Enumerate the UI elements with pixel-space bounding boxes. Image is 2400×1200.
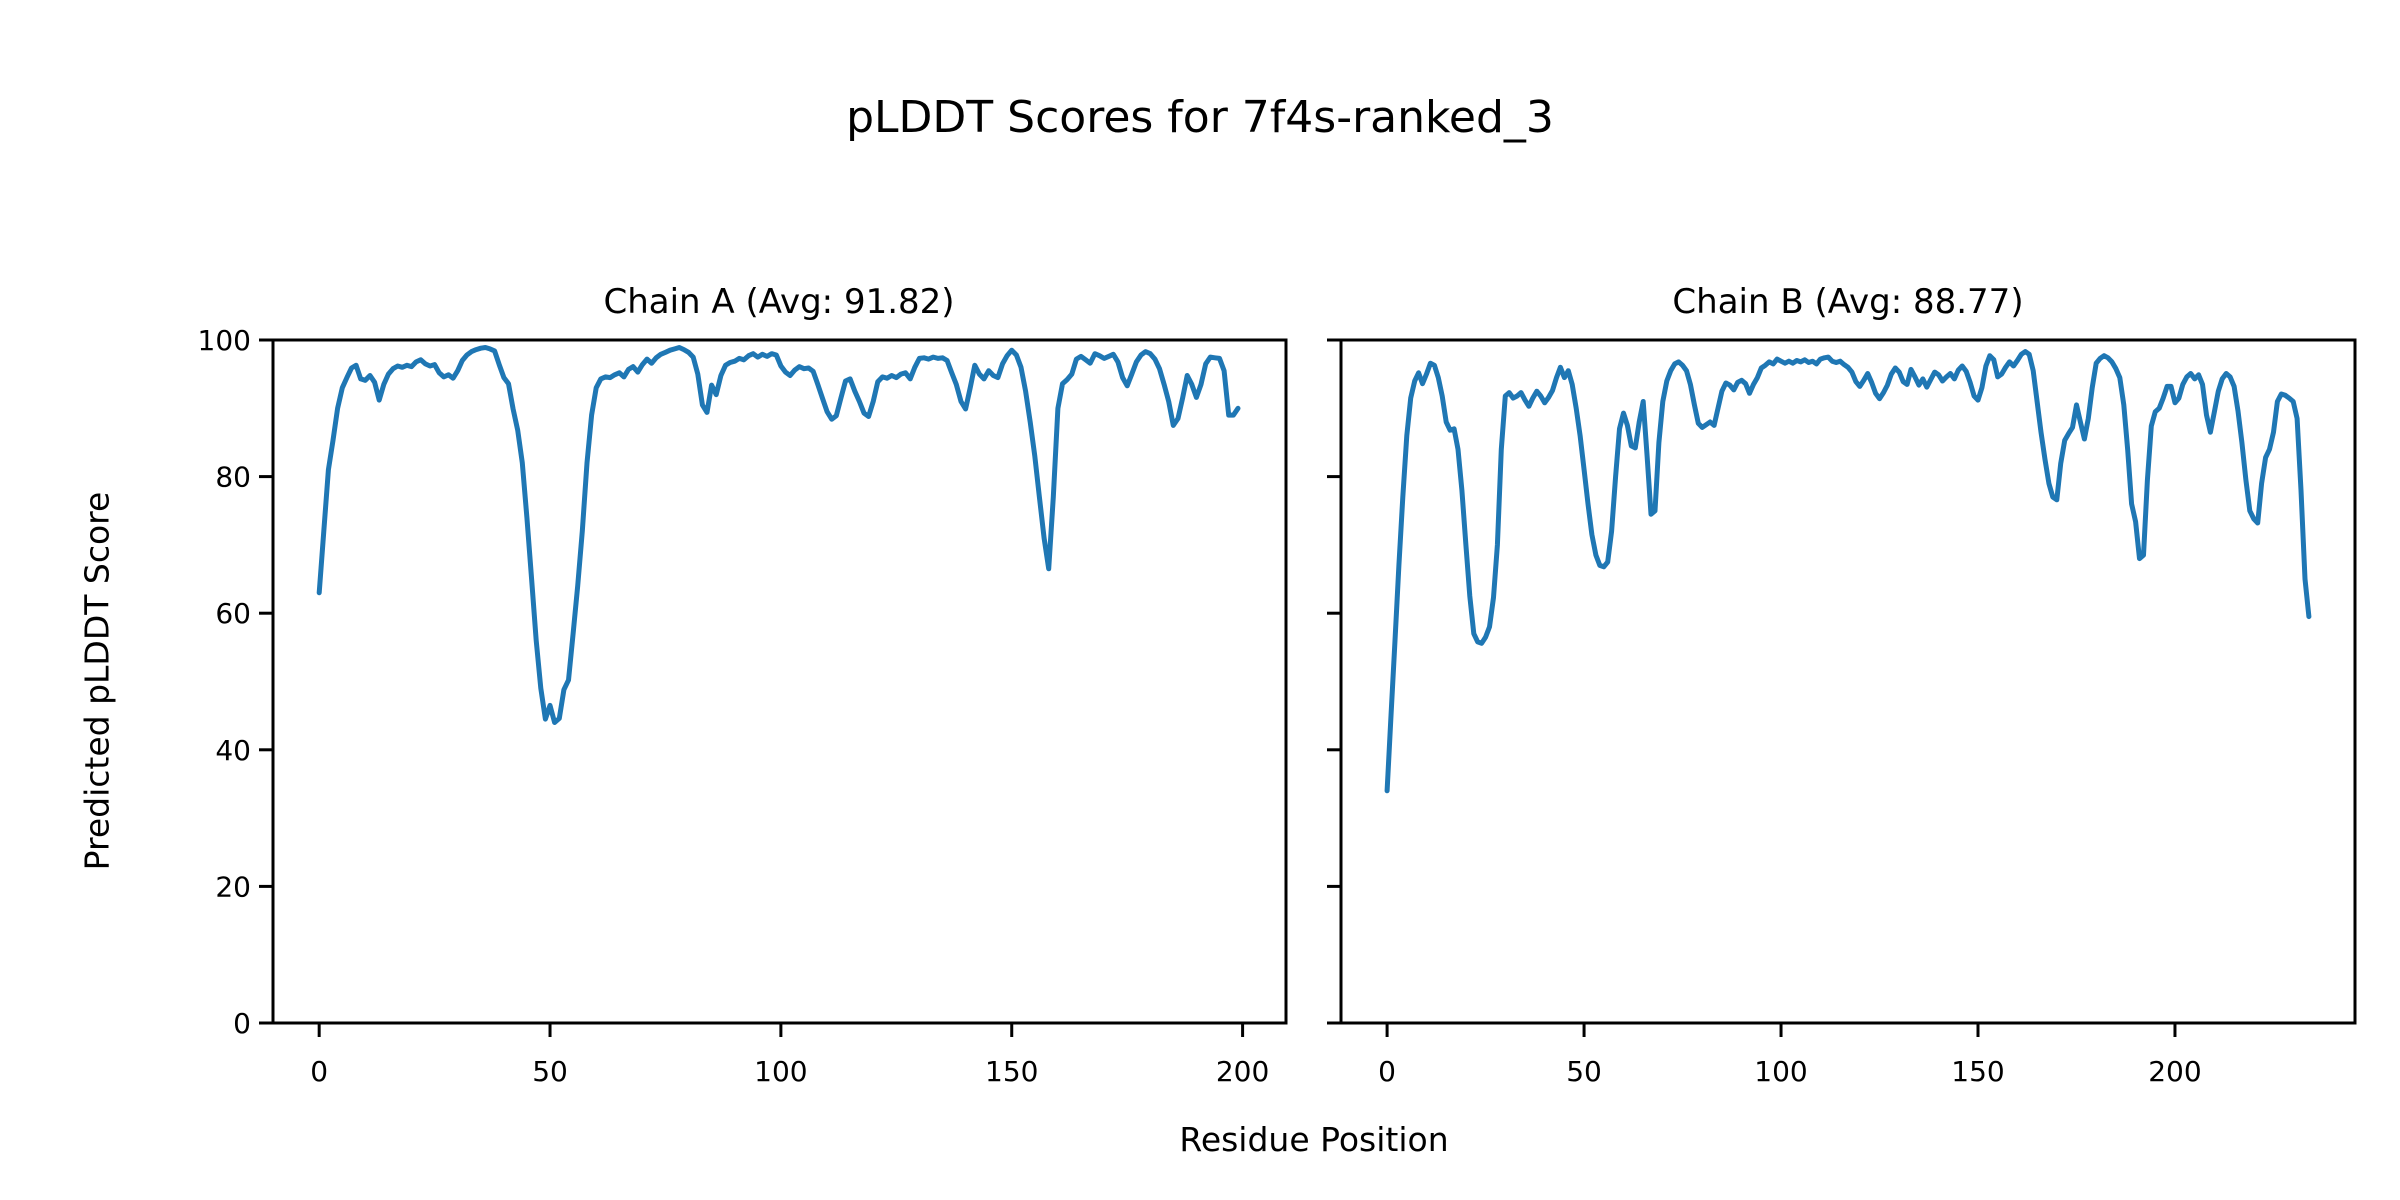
x-tick-label: 0	[310, 1055, 328, 1088]
subplot-chain-a: 0 50 100 150 200 0 20 40 60 80 100	[198, 324, 1288, 1088]
figure-title: pLDDT Scores for 7f4s-ranked_3	[846, 92, 1554, 143]
axes-spines	[1339, 338, 2357, 1025]
plddt-line-chain-a	[316, 345, 1241, 725]
x-tick-label: 100	[1754, 1055, 1807, 1088]
y-tick-label: 60	[215, 597, 251, 630]
y-tick-label: 100	[198, 324, 251, 357]
y-tick-label: 0	[233, 1007, 251, 1040]
axes-background	[273, 340, 1286, 1023]
x-tick-label: 200	[1216, 1055, 1269, 1088]
y-tick-label: 20	[215, 870, 251, 903]
x-tick-label: 200	[2148, 1055, 2201, 1088]
y-tick-label: 40	[215, 734, 251, 767]
x-tick-label: 0	[1378, 1055, 1396, 1088]
x-tick-label: 50	[532, 1055, 568, 1088]
axes-spines	[271, 338, 1288, 1025]
subplot-title-chain-b: Chain B (Avg: 88.77)	[1672, 282, 2024, 322]
subplot-title-chain-a: Chain A (Avg: 91.82)	[603, 282, 955, 322]
subplot-chain-b: 0 50 100 150 200	[1327, 338, 2357, 1088]
x-tick-label: 50	[1566, 1055, 1602, 1088]
x-axis-label: Residue Position	[1179, 1120, 1449, 1159]
plddt-line-chain-b	[1384, 349, 2312, 794]
x-tick-label: 100	[754, 1055, 807, 1088]
x-tick-label: 150	[1951, 1055, 2004, 1088]
x-tick-label: 150	[985, 1055, 1038, 1088]
y-tick-label: 80	[215, 461, 251, 494]
axes-background	[1341, 340, 2355, 1023]
y-axis-label: Predicted pLDDT Score	[77, 491, 117, 871]
